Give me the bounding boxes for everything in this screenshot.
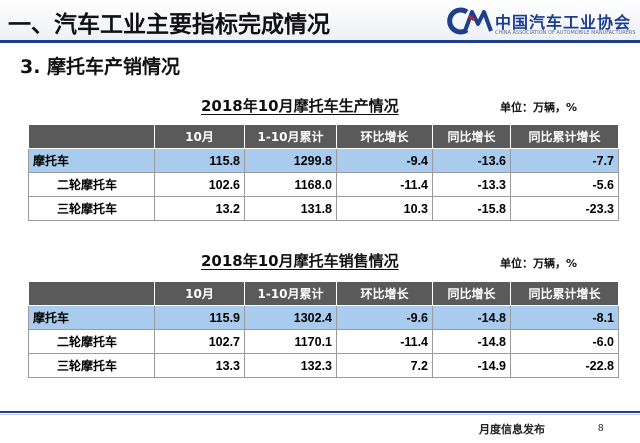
header-cell bbox=[28, 124, 155, 149]
header-cell: 1-10月累计 bbox=[244, 124, 337, 149]
header-cell: 同比累计增长 bbox=[510, 124, 619, 149]
header-cell bbox=[28, 281, 155, 306]
page-title: 一、汽车工业主要指标完成情况 bbox=[8, 12, 330, 38]
table-cell: 1299.8 bbox=[244, 148, 337, 173]
header-cell: 环比增长 bbox=[336, 281, 433, 306]
table-cell: -6.0 bbox=[510, 329, 619, 354]
row-label: 三轮摩托车 bbox=[28, 353, 155, 378]
table-cell: 7.2 bbox=[336, 353, 433, 378]
table-cell: 1302.4 bbox=[244, 305, 337, 330]
table-row: 摩托车 115.9 1302.4 -9.6 -14.8 -8.1 bbox=[28, 305, 619, 330]
table-cell: 115.8 bbox=[154, 148, 245, 173]
header-cell: 同比累计增长 bbox=[510, 281, 619, 306]
row-label: 二轮摩托车 bbox=[28, 172, 155, 197]
table-cell: 132.3 bbox=[244, 353, 337, 378]
production-unit-label: 单位：万辆，% bbox=[500, 101, 578, 114]
logo-name-en: CHINA ASSOCIATION OF AUTOMOBILE MANUFACT… bbox=[495, 30, 636, 36]
footer-label: 月度信息发布 bbox=[479, 423, 545, 436]
header-cell: 1-10月累计 bbox=[244, 281, 337, 306]
table-cell: 115.9 bbox=[154, 305, 245, 330]
table-cell: -11.4 bbox=[336, 172, 433, 197]
table-cell: -22.8 bbox=[510, 353, 619, 378]
table-cell: -9.6 bbox=[336, 305, 433, 330]
table-cell: -14.8 bbox=[432, 305, 511, 330]
table-cell: -9.4 bbox=[336, 148, 433, 173]
table-header-row: 10月 1-10月累计 环比增长 同比增长 同比累计增长 bbox=[28, 124, 619, 149]
table-row: 二轮摩托车 102.6 1168.0 -11.4 -13.3 -5.6 bbox=[28, 172, 619, 197]
page-number: 8 bbox=[598, 423, 604, 434]
header-cell: 环比增长 bbox=[336, 124, 433, 149]
row-label: 摩托车 bbox=[28, 148, 155, 173]
table-cell: -23.3 bbox=[510, 196, 619, 221]
table-cell: 1170.1 bbox=[244, 329, 337, 354]
logo-name-cn: 中国汽车工业协会 bbox=[495, 13, 632, 32]
table-cell: -11.4 bbox=[336, 329, 433, 354]
section-title: 3. 摩托车产销情况 bbox=[20, 56, 181, 78]
caam-logo-mark-icon bbox=[447, 7, 493, 35]
row-label: 摩托车 bbox=[28, 305, 155, 330]
table-cell: -13.6 bbox=[432, 148, 511, 173]
table-cell: -15.8 bbox=[432, 196, 511, 221]
table-row: 二轮摩托车 102.7 1170.1 -11.4 -14.8 -6.0 bbox=[28, 329, 619, 354]
row-label: 二轮摩托车 bbox=[28, 329, 155, 354]
production-table: 10月 1-10月累计 环比增长 同比增长 同比累计增长 摩托车 115.8 1… bbox=[28, 124, 619, 221]
table-cell: -7.7 bbox=[510, 148, 619, 173]
header-cell: 同比增长 bbox=[432, 281, 511, 306]
table-cell: 1168.0 bbox=[244, 172, 337, 197]
header-cell: 10月 bbox=[154, 124, 245, 149]
header-cell: 10月 bbox=[154, 281, 245, 306]
table-cell: -5.6 bbox=[510, 172, 619, 197]
table-cell: -13.3 bbox=[432, 172, 511, 197]
table-cell: 13.2 bbox=[154, 196, 245, 221]
table-cell: -14.9 bbox=[432, 353, 511, 378]
table-row: 摩托车 115.8 1299.8 -9.4 -13.6 -7.7 bbox=[28, 148, 619, 173]
footer-divider bbox=[0, 411, 640, 413]
table-row: 三轮摩托车 13.3 132.3 7.2 -14.9 -22.8 bbox=[28, 353, 619, 378]
row-label: 三轮摩托车 bbox=[28, 196, 155, 221]
table-cell: 102.6 bbox=[154, 172, 245, 197]
table-cell: -14.8 bbox=[432, 329, 511, 354]
sales-table: 10月 1-10月累计 环比增长 同比增长 同比累计增长 摩托车 115.9 1… bbox=[28, 281, 619, 378]
table-row: 三轮摩托车 13.2 131.8 10.3 -15.8 -23.3 bbox=[28, 196, 619, 221]
production-table-title: 2018年10月摩托车生产情况 bbox=[201, 97, 399, 115]
table-cell: 13.3 bbox=[154, 353, 245, 378]
table-cell: 10.3 bbox=[336, 196, 433, 221]
footer-divider-thin bbox=[0, 414, 640, 415]
header-bar bbox=[0, 0, 640, 40]
table-cell: -8.1 bbox=[510, 305, 619, 330]
table-cell: 131.8 bbox=[244, 196, 337, 221]
caam-logo: 中国汽车工业协会 CHINA ASSOCIATION OF AUTOMOBILE… bbox=[447, 6, 636, 40]
header-divider bbox=[0, 40, 640, 43]
sales-table-title: 2018年10月摩托车销售情况 bbox=[201, 252, 399, 270]
sales-unit-label: 单位：万辆，% bbox=[500, 257, 578, 270]
table-header-row: 10月 1-10月累计 环比增长 同比增长 同比累计增长 bbox=[28, 281, 619, 306]
table-cell: 102.7 bbox=[154, 329, 245, 354]
header-cell: 同比增长 bbox=[432, 124, 511, 149]
